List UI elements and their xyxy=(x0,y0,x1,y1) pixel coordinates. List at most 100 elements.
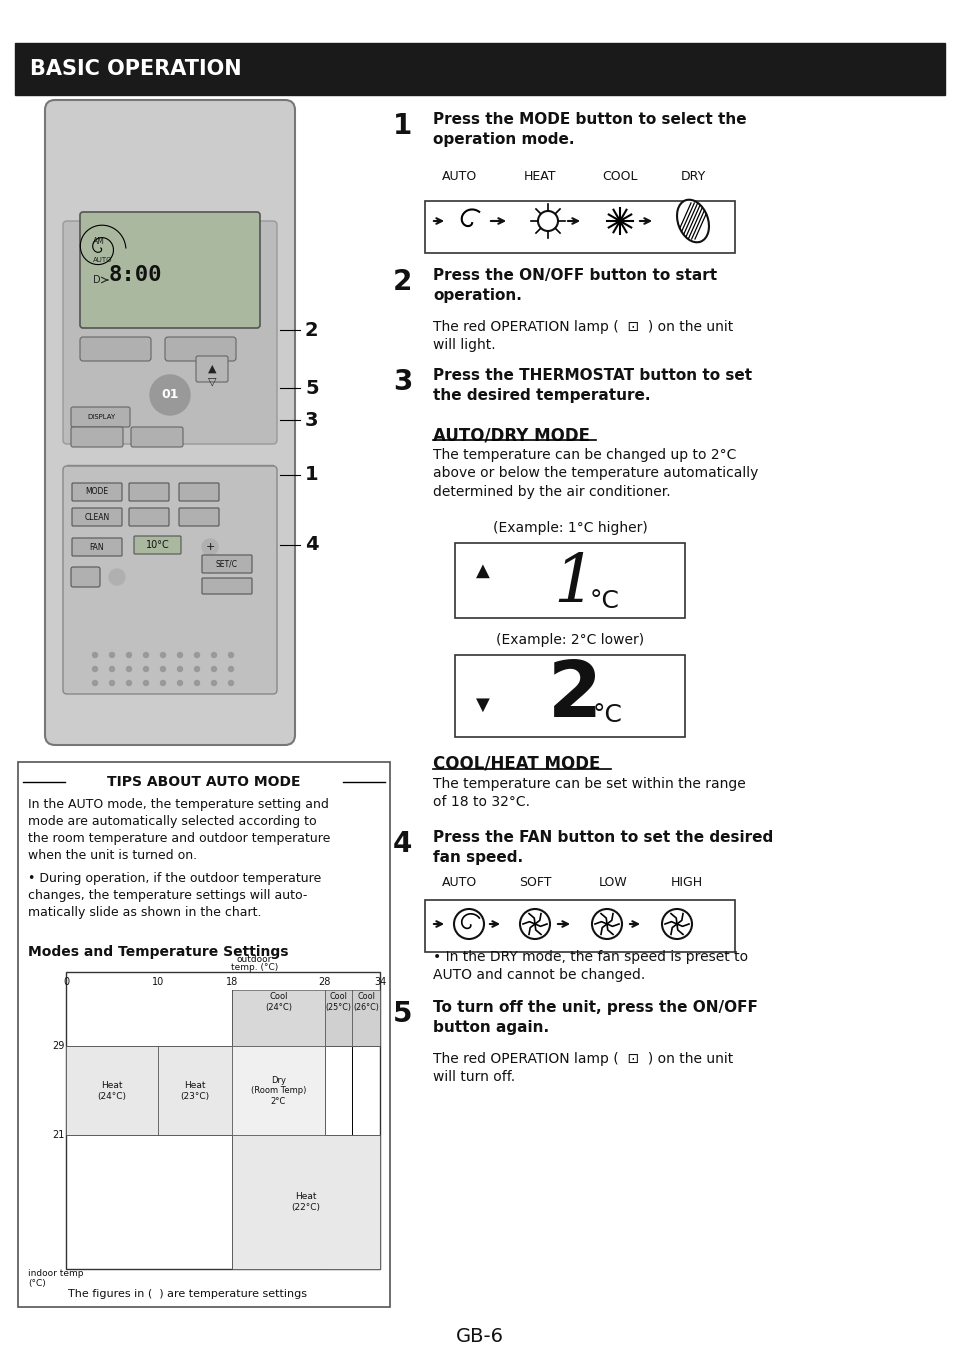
Text: • During operation, if the outdoor temperature
changes, the temperature settings: • During operation, if the outdoor tempe… xyxy=(28,873,322,919)
FancyBboxPatch shape xyxy=(131,427,183,446)
Text: The red OPERATION lamp (  ⊡  ) on the unit
will turn off.: The red OPERATION lamp ( ⊡ ) on the unit… xyxy=(433,1052,733,1084)
FancyBboxPatch shape xyxy=(72,537,122,556)
Text: AUTO: AUTO xyxy=(443,171,478,183)
FancyBboxPatch shape xyxy=(72,508,122,527)
Circle shape xyxy=(143,680,149,685)
Text: 18: 18 xyxy=(227,977,238,987)
Text: AUTO: AUTO xyxy=(93,256,112,263)
Text: GB-6: GB-6 xyxy=(456,1327,504,1346)
Circle shape xyxy=(228,680,233,685)
Text: TIPS ABOUT AUTO MODE: TIPS ABOUT AUTO MODE xyxy=(108,775,300,788)
Text: 21: 21 xyxy=(52,1130,64,1140)
Text: CLEAN: CLEAN xyxy=(84,513,109,521)
Text: Press the ON/OFF button to start
operation.: Press the ON/OFF button to start operati… xyxy=(433,267,717,304)
Bar xyxy=(18,763,390,1307)
FancyBboxPatch shape xyxy=(71,407,130,427)
Circle shape xyxy=(195,666,200,672)
Text: (Example: 2°C lower): (Example: 2°C lower) xyxy=(496,632,644,647)
Text: 4: 4 xyxy=(305,536,319,555)
Text: Heat
(24°C): Heat (24°C) xyxy=(98,1082,127,1101)
Text: Cool
(26°C): Cool (26°C) xyxy=(353,992,379,1012)
Text: HEAT: HEAT xyxy=(524,171,556,183)
Text: °C: °C xyxy=(590,589,620,613)
Text: 3: 3 xyxy=(393,368,413,396)
Text: ▲: ▲ xyxy=(476,562,490,579)
Circle shape xyxy=(92,653,98,658)
Text: The temperature can be changed up to 2°C
above or below the temperature automati: The temperature can be changed up to 2°C… xyxy=(433,448,758,499)
Circle shape xyxy=(211,680,217,685)
Text: 01: 01 xyxy=(161,388,179,402)
Text: temp. (°C): temp. (°C) xyxy=(230,963,278,973)
Text: 1: 1 xyxy=(554,551,596,616)
Circle shape xyxy=(143,666,149,672)
FancyBboxPatch shape xyxy=(80,337,151,361)
Text: 3: 3 xyxy=(305,411,319,430)
FancyBboxPatch shape xyxy=(63,465,277,693)
FancyBboxPatch shape xyxy=(80,212,260,328)
Text: 5: 5 xyxy=(305,379,319,398)
Text: 2: 2 xyxy=(305,320,319,339)
Text: ▼: ▼ xyxy=(476,696,490,714)
Text: Heat
(22°C): Heat (22°C) xyxy=(292,1193,321,1212)
Circle shape xyxy=(109,569,125,585)
Bar xyxy=(15,43,945,95)
Text: The red OPERATION lamp (  ⊡  ) on the unit
will light.: The red OPERATION lamp ( ⊡ ) on the unit… xyxy=(433,320,733,353)
Text: indoor temp
(°C): indoor temp (°C) xyxy=(28,1269,84,1288)
Text: The figures in (  ) are temperature settings: The figures in ( ) are temperature setti… xyxy=(68,1289,307,1299)
Text: Cool
(24°C): Cool (24°C) xyxy=(265,992,292,1012)
Text: Heat
(23°C): Heat (23°C) xyxy=(180,1082,210,1101)
Text: DRY: DRY xyxy=(681,171,706,183)
Text: COOL: COOL xyxy=(602,171,637,183)
Circle shape xyxy=(202,556,218,573)
FancyBboxPatch shape xyxy=(179,508,219,527)
Text: D: D xyxy=(93,275,101,285)
Text: MODE: MODE xyxy=(85,487,108,497)
Circle shape xyxy=(92,666,98,672)
Circle shape xyxy=(127,666,132,672)
Bar xyxy=(425,900,735,953)
Circle shape xyxy=(195,680,200,685)
Circle shape xyxy=(109,666,114,672)
Text: Cool
(25°C): Cool (25°C) xyxy=(325,992,351,1012)
Text: +: + xyxy=(205,541,215,552)
Bar xyxy=(425,201,735,252)
FancyBboxPatch shape xyxy=(72,483,122,501)
Text: SET/C: SET/C xyxy=(216,559,238,569)
Text: 29: 29 xyxy=(52,1041,64,1052)
Text: 1: 1 xyxy=(393,113,412,140)
Text: HIGH: HIGH xyxy=(671,875,703,889)
FancyBboxPatch shape xyxy=(179,483,219,501)
Circle shape xyxy=(160,666,165,672)
Text: 34: 34 xyxy=(373,977,386,987)
Circle shape xyxy=(109,653,114,658)
Circle shape xyxy=(228,666,233,672)
Bar xyxy=(66,1046,158,1136)
Circle shape xyxy=(160,653,165,658)
Text: AUTO/DRY MODE: AUTO/DRY MODE xyxy=(433,426,590,444)
Text: 2: 2 xyxy=(548,657,602,733)
Circle shape xyxy=(178,680,182,685)
Text: LOW: LOW xyxy=(599,875,628,889)
Text: Press the MODE button to select the
operation mode.: Press the MODE button to select the oper… xyxy=(433,113,747,148)
Bar xyxy=(352,991,380,1046)
Text: • In the DRY mode, the fan speed is preset to
AUTO and cannot be changed.: • In the DRY mode, the fan speed is pres… xyxy=(433,950,748,982)
Text: 2: 2 xyxy=(393,267,413,296)
Text: (Example: 1°C higher): (Example: 1°C higher) xyxy=(492,521,647,535)
Ellipse shape xyxy=(677,199,709,243)
Text: To turn off the unit, press the ON/OFF
button again.: To turn off the unit, press the ON/OFF b… xyxy=(433,1000,757,1035)
Circle shape xyxy=(195,653,200,658)
Circle shape xyxy=(127,680,132,685)
Text: BASIC OPERATION: BASIC OPERATION xyxy=(30,58,242,79)
Text: 1: 1 xyxy=(305,465,319,484)
Bar xyxy=(232,1046,324,1136)
Bar xyxy=(455,655,685,737)
Text: AM: AM xyxy=(93,237,105,247)
Text: Press the FAN button to set the desired
fan speed.: Press the FAN button to set the desired … xyxy=(433,830,773,866)
Text: 10°C: 10°C xyxy=(146,540,170,550)
Text: 28: 28 xyxy=(319,977,331,987)
Circle shape xyxy=(160,680,165,685)
Text: The temperature can be set within the range
of 18 to 32°C.: The temperature can be set within the ra… xyxy=(433,778,746,809)
Text: 8:00: 8:00 xyxy=(108,265,161,285)
Text: Dry
(Room Temp)
2°C: Dry (Room Temp) 2°C xyxy=(251,1076,306,1106)
Circle shape xyxy=(92,680,98,685)
